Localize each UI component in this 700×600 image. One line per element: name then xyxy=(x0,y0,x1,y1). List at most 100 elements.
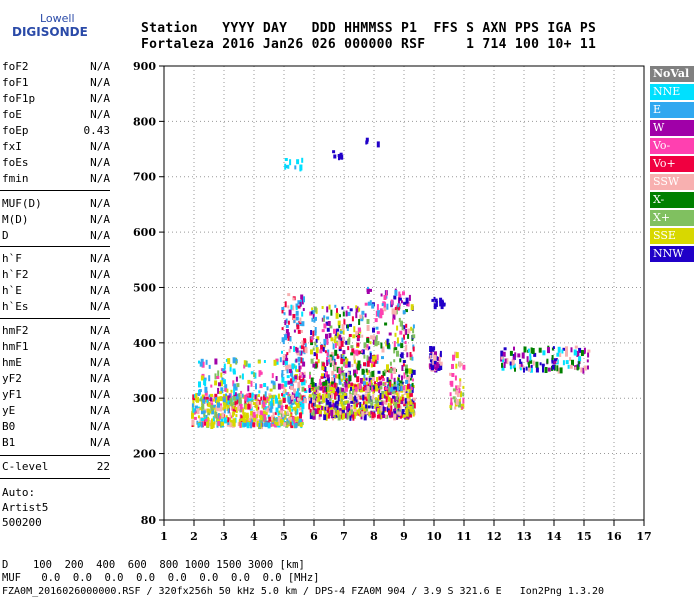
echo-point xyxy=(258,370,261,377)
separator xyxy=(0,190,110,191)
echo-point xyxy=(408,388,411,392)
echo-point xyxy=(439,301,442,307)
separator xyxy=(0,478,110,479)
echo-point xyxy=(345,358,349,365)
echo-point xyxy=(327,349,330,355)
echo-point xyxy=(576,364,579,371)
echo-point xyxy=(222,407,225,411)
legend-item-noval: NoVal xyxy=(650,66,694,82)
echo-point xyxy=(355,409,359,413)
echo-point xyxy=(331,382,333,388)
echo-point xyxy=(315,388,319,395)
legend-item-x: X+ xyxy=(650,210,694,226)
echo-point xyxy=(308,386,311,393)
echo-point xyxy=(404,385,408,392)
echo-point xyxy=(451,364,454,369)
param-name: foE xyxy=(2,108,22,121)
echo-point xyxy=(523,367,525,373)
echo-point xyxy=(284,158,288,161)
echo-point xyxy=(313,319,316,323)
echo-point xyxy=(401,326,404,331)
echo-point xyxy=(333,339,336,344)
param-value: N/A xyxy=(90,300,110,313)
echo-point xyxy=(316,336,320,341)
echo-point xyxy=(383,295,387,300)
echo-point xyxy=(354,386,358,392)
x-tick-label: 9 xyxy=(400,530,408,543)
echo-point xyxy=(458,398,461,402)
echo-point xyxy=(296,416,299,422)
param-row-fof2: foF2 N/A xyxy=(2,59,110,75)
echo-point xyxy=(387,369,390,373)
echo-point xyxy=(523,346,527,353)
echo-point xyxy=(259,384,263,389)
param-name: hmE xyxy=(2,356,22,369)
echo-point xyxy=(282,398,286,403)
echo-point xyxy=(256,414,259,419)
echo-point xyxy=(390,302,393,308)
echo-point xyxy=(194,405,198,409)
echo-point xyxy=(312,404,315,410)
echo-point xyxy=(198,423,201,427)
echo-point xyxy=(407,333,410,339)
param-row-md: M(D) N/A xyxy=(2,212,110,228)
echo-point xyxy=(580,350,584,356)
echo-point xyxy=(412,369,416,375)
echo-point xyxy=(239,375,242,379)
param-row-hf2: h`F2 N/A xyxy=(2,267,110,283)
echo-point xyxy=(300,294,304,300)
echo-point xyxy=(247,418,251,425)
echo-point xyxy=(582,367,585,374)
echo-point xyxy=(369,352,372,359)
echo-point xyxy=(235,398,239,405)
echo-point xyxy=(328,304,331,310)
echo-point xyxy=(342,330,345,335)
echo-point xyxy=(319,386,323,391)
echo-point xyxy=(404,341,407,344)
param-row-fmin: fmin N/A xyxy=(2,171,110,187)
echo-point xyxy=(253,372,256,378)
echo-point xyxy=(280,420,283,427)
echo-point xyxy=(223,363,226,370)
echo-point xyxy=(395,390,398,395)
echo-point xyxy=(267,398,270,402)
echo-point xyxy=(353,403,357,410)
echo-point xyxy=(258,390,261,394)
echo-point xyxy=(322,381,326,386)
echo-point xyxy=(529,359,533,364)
echo-point xyxy=(263,360,266,363)
echo-point xyxy=(392,395,396,399)
echo-point xyxy=(223,402,227,406)
echo-point xyxy=(330,389,334,394)
echo-point xyxy=(391,308,395,315)
echo-point xyxy=(294,416,298,422)
param-value: N/A xyxy=(90,284,110,297)
echo-point xyxy=(565,350,568,357)
echo-point xyxy=(399,405,402,410)
echo-point xyxy=(192,400,195,406)
echo-point xyxy=(311,401,314,408)
echo-point xyxy=(327,321,331,326)
echo-point xyxy=(234,406,238,410)
echo-point xyxy=(393,359,396,363)
echo-point xyxy=(400,397,404,402)
echo-point xyxy=(297,381,301,388)
echo-point xyxy=(322,373,326,379)
echo-point xyxy=(280,410,284,414)
echo-point xyxy=(342,401,346,406)
y-tick-label: 80 xyxy=(141,514,157,527)
echo-point xyxy=(371,405,374,409)
echo-point xyxy=(204,420,207,426)
echo-point xyxy=(301,311,304,317)
echo-point xyxy=(233,383,237,390)
echo-point xyxy=(310,358,314,364)
echo-point xyxy=(434,351,437,358)
echo-point xyxy=(356,384,359,390)
echo-point xyxy=(327,359,330,363)
echo-point xyxy=(285,365,289,371)
echo-point xyxy=(345,378,348,382)
echo-point xyxy=(399,330,403,335)
echo-point xyxy=(312,330,315,337)
echo-point xyxy=(372,339,375,345)
echo-point xyxy=(397,343,401,347)
